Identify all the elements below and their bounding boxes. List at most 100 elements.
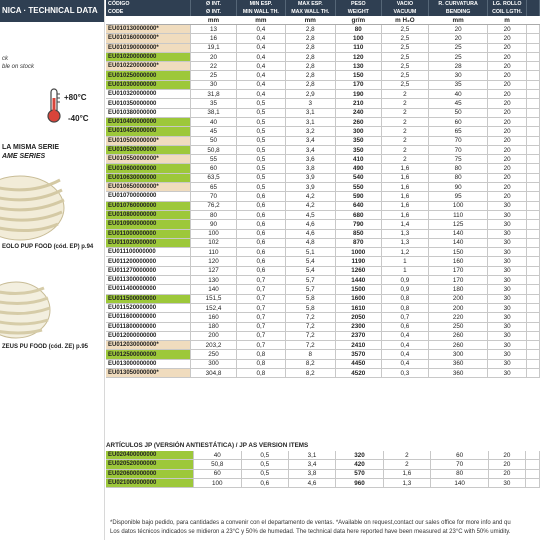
cell-code: EU012000000000 bbox=[106, 331, 192, 342]
cell-max-wall: 5,1 bbox=[285, 247, 336, 258]
cell-int-diameter: 127 bbox=[190, 266, 237, 277]
cell-weight: 870 bbox=[335, 238, 383, 249]
cell-max-wall: 4,6 bbox=[285, 229, 336, 239]
table-row: EU010400000000 40 0,5 3,1 260 2 60 20 bbox=[106, 117, 540, 128]
cell-weight: 550 bbox=[335, 182, 383, 193]
cell-weight: 640 bbox=[335, 201, 383, 211]
col-bending-en: BENDING bbox=[428, 8, 489, 16]
table-row: EU010190000000* 19,1 0,4 2,8 110 2,5 25 20 bbox=[106, 43, 540, 53]
cell-coil-length: 20 bbox=[487, 136, 527, 146]
cell-weight: 240 bbox=[335, 108, 383, 118]
cell-bending: 25 bbox=[428, 52, 489, 63]
cell-weight: 1440 bbox=[335, 275, 383, 286]
cell-int-diameter: 304,8 bbox=[190, 368, 237, 379]
table-row: EU011500000000 151,5 0,7 5,8 1600 0,8 200 30 bbox=[106, 294, 540, 304]
divider bbox=[104, 0, 105, 540]
cell-vacuum: 2 bbox=[381, 126, 429, 137]
table-row: EU010760000000 76,2 0,6 4,2 640 1,6 100 30 bbox=[106, 201, 540, 211]
cell-int-diameter: 100 bbox=[193, 478, 242, 489]
unit-weight: gr/m bbox=[335, 16, 382, 25]
cell-vacuum: 2,5 bbox=[381, 70, 429, 81]
serie-subtitle: AME SERIES bbox=[2, 153, 46, 160]
cell-coil-length: 20 bbox=[487, 182, 527, 193]
table-row: EU011000000000 100 0,6 4,6 850 1,3 140 30 bbox=[106, 229, 540, 239]
table-row: EU012030000000* 203,2 0,7 7,2 2410 0,4 260 30 bbox=[106, 340, 540, 351]
cell-min-wall: 0,6 bbox=[236, 266, 286, 277]
cell-coil-length: 20 bbox=[487, 43, 527, 53]
cell-int-diameter: 250 bbox=[190, 349, 237, 360]
cell-max-wall: 7,2 bbox=[285, 322, 336, 332]
cell-code: EU010650000000* bbox=[106, 182, 192, 193]
cell-bending: 60 bbox=[428, 117, 489, 128]
cell-vacuum: 0,8 bbox=[381, 303, 429, 314]
col-min-es: MIN ESP. bbox=[236, 0, 286, 8]
units-row: mm mm mm gr/m m H₂O mm m bbox=[106, 16, 540, 25]
cell-code: EU010600000000 bbox=[106, 163, 192, 174]
table-row: EU010700000000 70 0,6 4,2 590 1,6 95 20 bbox=[106, 191, 540, 202]
cell-coil-length: 20 bbox=[487, 98, 527, 109]
cell-coil-length: 20 bbox=[487, 52, 527, 63]
cell-code: EU010630000000 bbox=[106, 173, 192, 184]
cell-code: EU011300000000 bbox=[106, 275, 192, 286]
unit-max: mm bbox=[285, 16, 336, 25]
header-row-en: CODE Ø INT. MIN WALL TH. MAX WALL TH. WE… bbox=[106, 8, 540, 16]
cell-bending: 20 bbox=[428, 33, 489, 44]
cell-weight: 490 bbox=[335, 163, 383, 174]
cell-max-wall: 4,6 bbox=[285, 219, 336, 230]
cell-int-diameter: 13 bbox=[190, 24, 237, 35]
col-vacuum-es: VACIO bbox=[381, 0, 429, 8]
cell-code: EU010520000000 bbox=[106, 145, 192, 156]
cell-weight: 2050 bbox=[335, 312, 383, 323]
cell-min-wall: 0,5 bbox=[236, 108, 286, 118]
table-row: EU010900000000 90 0,6 4,6 790 1,4 125 30 bbox=[106, 219, 540, 230]
cell-weight: 420 bbox=[335, 459, 384, 470]
cell-weight: 1610 bbox=[335, 303, 383, 314]
cell-min-wall: 0,7 bbox=[236, 340, 286, 351]
col-vacuum-en: VACUUM bbox=[381, 8, 429, 16]
cell-max-wall: 3,2 bbox=[285, 126, 336, 137]
cell-bending: 200 bbox=[428, 294, 489, 304]
cell-bending: 300 bbox=[428, 349, 489, 360]
section-header: NICA · TECHNICAL DATA bbox=[0, 0, 104, 22]
cell-weight: 170 bbox=[335, 80, 383, 91]
cell-min-wall: 0,5 bbox=[236, 154, 286, 165]
cell-int-diameter: 100 bbox=[190, 229, 237, 239]
table-row: EU012000000000 200 0,7 7,2 2370 0,4 260 30 bbox=[106, 331, 540, 342]
cell-bending: 25 bbox=[428, 43, 489, 53]
cell-max-wall: 4,2 bbox=[285, 201, 336, 211]
cell-vacuum: 1,6 bbox=[381, 182, 429, 193]
hose-image-zeus bbox=[0, 281, 51, 339]
cell-weight: 1600 bbox=[335, 294, 383, 304]
cell-min-wall: 0,6 bbox=[236, 210, 286, 221]
cell-int-diameter: 60 bbox=[190, 163, 237, 174]
technical-data-table: CÓDIGO Ø INT. MIN ESP. MAX ESP. PESO VAC… bbox=[106, 0, 540, 379]
cell-max-wall: 7,2 bbox=[285, 331, 336, 342]
table-row: EU010250000000 25 0,4 2,8 150 2,5 30 20 bbox=[106, 70, 540, 81]
jp-table-body: EU020400000000 40 0,5 3,1 320 2 60 20 EU02052000… bbox=[106, 451, 540, 489]
cell-weight: 1000 bbox=[335, 247, 383, 258]
cell-vacuum: 2,5 bbox=[381, 33, 429, 44]
cell-vacuum: 1,6 bbox=[381, 173, 429, 184]
cell-weight: 410 bbox=[335, 154, 383, 165]
table-row: EU010160000000* 16 0,4 2,8 100 2,5 20 20 bbox=[106, 33, 540, 44]
cell-min-wall: 0,5 bbox=[236, 117, 286, 128]
cell-max-wall: 8,2 bbox=[285, 368, 336, 379]
cell-weight: 4450 bbox=[335, 359, 383, 370]
cell-code: EU011600000000 bbox=[106, 312, 192, 323]
cell-min-wall: 0,7 bbox=[236, 331, 286, 342]
cell-coil-length: 30 bbox=[487, 229, 527, 239]
cell-int-diameter: 76,2 bbox=[190, 201, 237, 211]
cell-min-wall: 0,6 bbox=[241, 478, 289, 489]
cell-coil-length: 30 bbox=[487, 359, 527, 370]
cell-coil-length: 20 bbox=[487, 126, 527, 137]
cell-int-diameter: 25 bbox=[190, 70, 237, 81]
cell-bending: 35 bbox=[428, 80, 489, 91]
cell-coil-length: 20 bbox=[487, 117, 527, 128]
cell-bending: 20 bbox=[428, 24, 489, 35]
cell-weight: 1500 bbox=[335, 284, 383, 295]
cell-vacuum: 0,4 bbox=[381, 359, 429, 370]
cell-weight: 850 bbox=[335, 229, 383, 239]
cell-int-diameter: 102 bbox=[190, 238, 237, 249]
cell-code: EU010380000000 bbox=[106, 108, 192, 118]
cell-weight: 190 bbox=[335, 89, 383, 100]
